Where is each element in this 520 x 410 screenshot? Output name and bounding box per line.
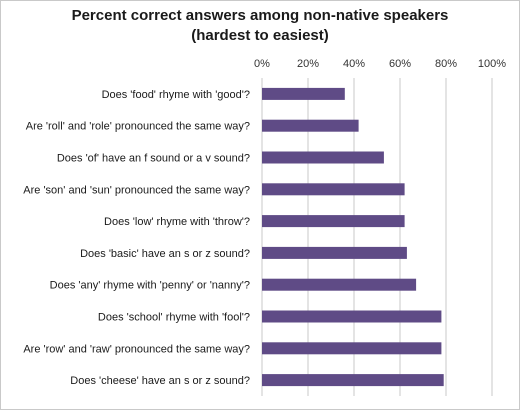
x-tick-label: 100% xyxy=(478,58,506,70)
category-label: Does 'of' have an f sound or a v sound? xyxy=(57,153,250,165)
category-label: Are 'row' and 'raw' pronounced the same … xyxy=(23,343,250,355)
category-label: Are 'roll' and 'role' pronounced the sam… xyxy=(26,121,250,133)
bar xyxy=(262,215,405,228)
bar xyxy=(262,246,407,259)
category-label: Does 'food' rhyme with 'good'? xyxy=(102,89,250,101)
category-label: Are 'son' and 'sun' pronounced the same … xyxy=(23,184,250,196)
chart-title: Percent correct answers among non-native… xyxy=(0,6,520,46)
bar xyxy=(262,119,359,132)
bar xyxy=(262,151,384,164)
chart-title-line: Percent correct answers among non-native… xyxy=(71,7,449,24)
chart-subtitle: (hardest to easiest) xyxy=(191,27,329,44)
category-label: Does 'basic' have an s or z sound? xyxy=(80,248,250,260)
x-tick-label: 0% xyxy=(254,58,270,70)
category-label: Does 'any' rhyme with 'penny' or 'nanny'… xyxy=(50,280,250,292)
bar xyxy=(262,278,417,291)
bar xyxy=(262,374,444,387)
category-label: Does 'low' rhyme with 'throw'? xyxy=(104,216,250,228)
bar xyxy=(262,310,442,323)
bar xyxy=(262,183,405,196)
category-label: Does 'cheese' have an s or z sound? xyxy=(70,375,250,387)
bar xyxy=(262,342,442,355)
bar xyxy=(262,87,345,100)
x-tick-label: 80% xyxy=(435,58,457,70)
x-tick-label: 40% xyxy=(343,58,365,70)
x-tick-label: 20% xyxy=(297,58,319,70)
category-label: Does 'school' rhyme with 'fool'? xyxy=(98,312,250,324)
x-tick-label: 60% xyxy=(389,58,411,70)
